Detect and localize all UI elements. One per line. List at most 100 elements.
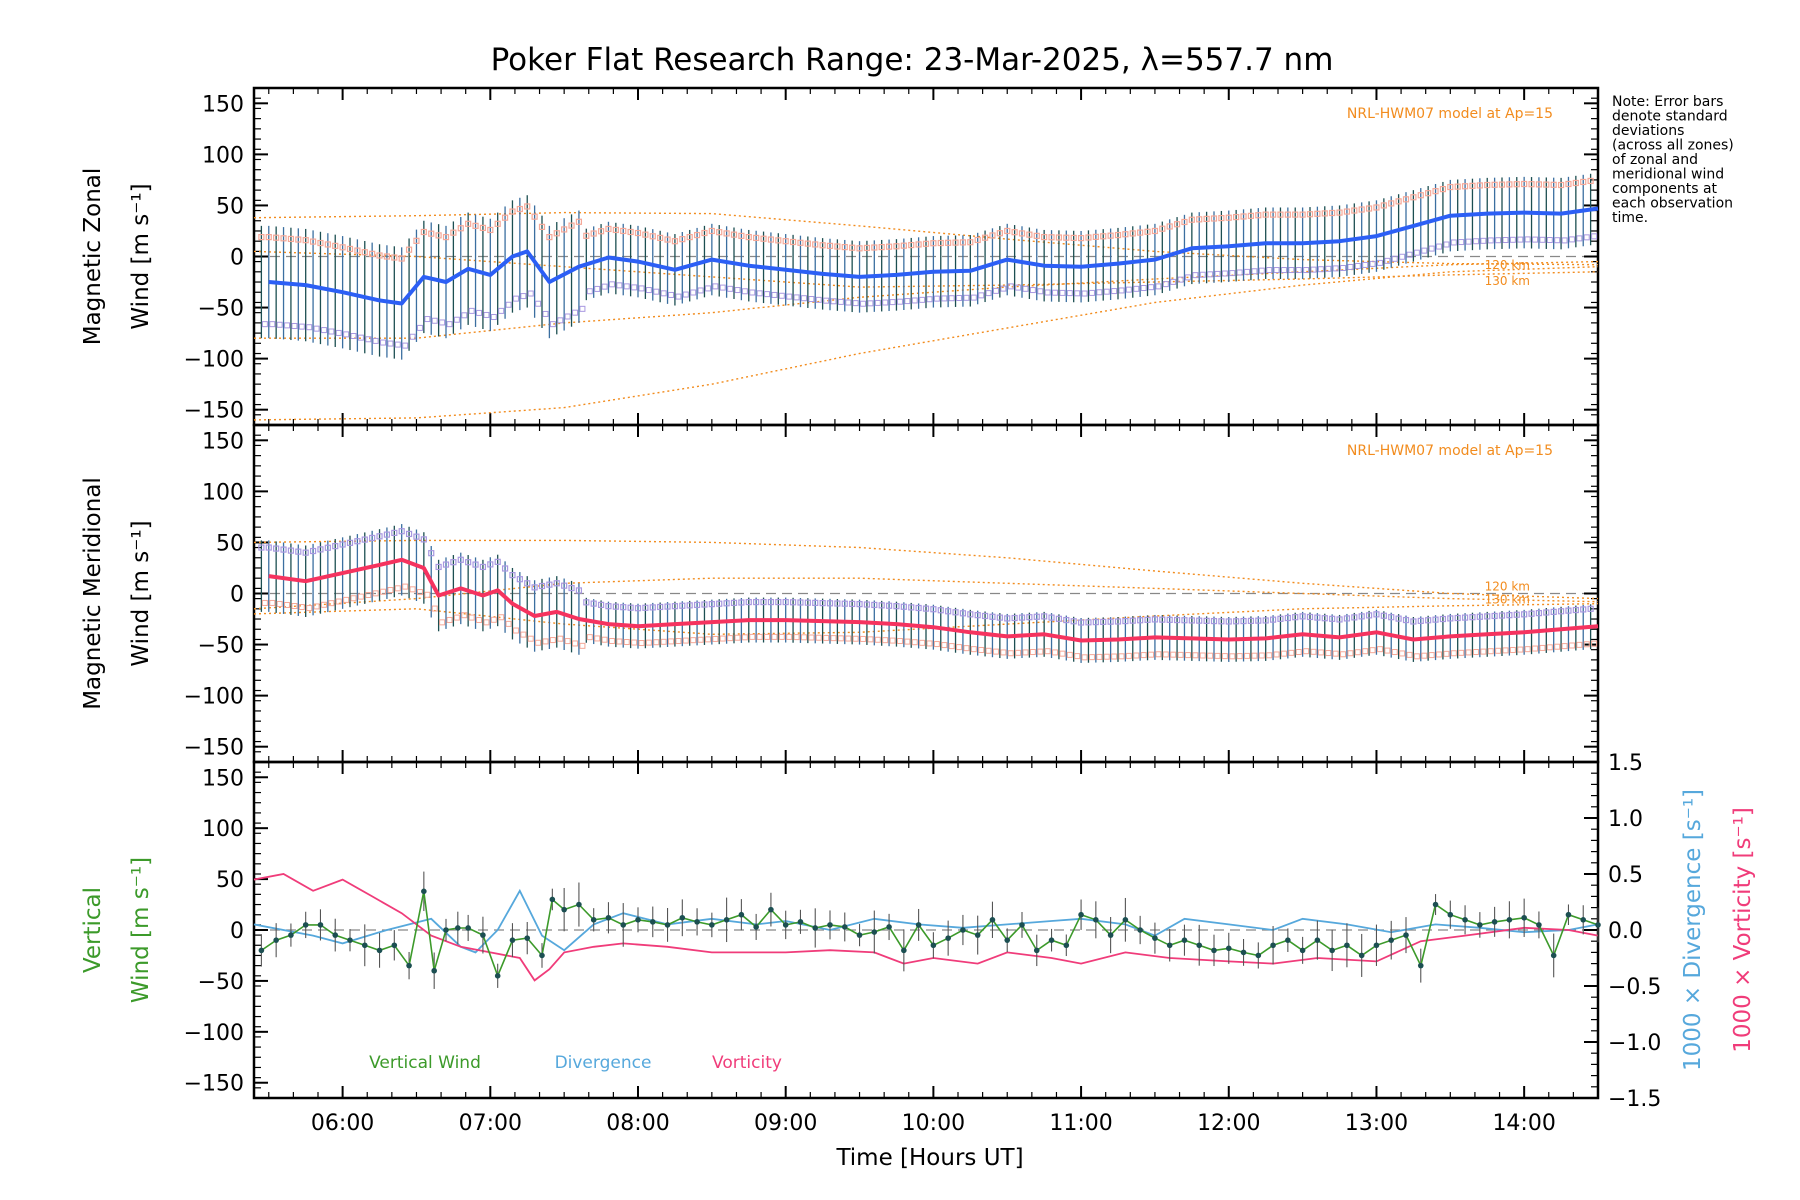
zone-marker <box>867 300 874 307</box>
right-y-tick-label: −0.5 <box>1608 975 1661 1000</box>
zone-marker <box>793 634 800 641</box>
zone-marker <box>1561 643 1568 650</box>
zone-marker <box>623 639 630 646</box>
vertical-wind-point <box>1122 917 1129 923</box>
zone-marker <box>1502 237 1509 244</box>
zone-marker <box>1402 196 1410 203</box>
zone-marker <box>1018 230 1026 237</box>
zone-marker <box>1528 610 1535 617</box>
vertical-wind-point <box>945 935 951 941</box>
zone-marker <box>594 285 601 292</box>
zone-marker <box>276 321 283 328</box>
vertical-wind-point <box>1152 935 1158 941</box>
zone-marker <box>261 599 268 606</box>
zone-marker <box>1325 650 1332 657</box>
zone-marker <box>745 598 752 606</box>
zone-marker <box>280 235 287 242</box>
zone-marker <box>487 561 494 568</box>
zone-marker <box>1251 652 1258 659</box>
zone-marker <box>893 603 900 610</box>
vertical-wind-point <box>1580 917 1587 923</box>
zone-marker <box>1376 646 1383 653</box>
zone-marker <box>631 639 638 646</box>
zone-marker <box>1406 251 1413 258</box>
zone-marker <box>380 588 387 595</box>
zone-marker <box>1568 642 1575 649</box>
vertical-wind-point <box>620 922 627 928</box>
note-line: of zonal and <box>1612 152 1698 168</box>
zone-marker <box>1432 188 1439 195</box>
zone-marker <box>1343 208 1351 215</box>
zone-marker <box>1251 268 1258 275</box>
zone-marker <box>1413 249 1420 256</box>
zone-marker <box>1557 181 1565 189</box>
zone-marker <box>845 635 852 642</box>
zone-marker <box>439 319 446 326</box>
zone-marker <box>1436 243 1443 250</box>
zone-marker <box>583 232 590 239</box>
zone-marker <box>1425 617 1432 624</box>
zone-marker <box>1236 653 1243 660</box>
zone-marker <box>896 298 903 305</box>
zone-marker <box>1159 616 1166 623</box>
zone-marker <box>1269 616 1277 623</box>
zone-marker <box>849 600 856 608</box>
zone-marker <box>789 599 797 606</box>
zone-marker <box>963 294 970 301</box>
zone-marker <box>900 603 907 610</box>
vertical-wind-point <box>1344 942 1350 949</box>
zone-marker <box>524 203 531 210</box>
zone-marker <box>1114 618 1122 625</box>
zone-marker <box>1543 609 1550 616</box>
zone-marker <box>1572 179 1579 187</box>
y-axis-label-line2: Wind [m s⁻¹] <box>128 857 154 1003</box>
zone-marker <box>1329 209 1336 217</box>
y-tick-label: −100 <box>184 1021 244 1046</box>
vertical-wind-point <box>1033 947 1040 954</box>
zone-marker <box>442 233 450 241</box>
vertical-wind-point <box>1314 937 1321 943</box>
zone-marker <box>653 288 660 295</box>
zone-marker <box>660 290 667 297</box>
zone-marker <box>431 317 438 324</box>
zone-marker <box>808 634 815 641</box>
vertical-wind-point <box>797 919 804 925</box>
zone-marker <box>1406 651 1413 658</box>
zone-marker <box>1373 204 1380 211</box>
y-axis-label-line2: Wind [m s⁻¹] <box>128 183 154 329</box>
zone-marker <box>1140 285 1147 292</box>
vertical-wind-point <box>679 914 686 921</box>
y-tick-label: 100 <box>202 143 244 168</box>
zone-marker <box>819 599 826 607</box>
vertical-wind-line <box>260 891 1599 979</box>
zone-marker <box>1417 617 1424 624</box>
zone-marker <box>320 327 327 334</box>
zone-marker <box>671 603 679 610</box>
zone-marker <box>594 635 601 642</box>
zone-marker <box>1343 615 1351 622</box>
zone-marker <box>590 230 597 237</box>
zone-marker <box>1207 271 1214 278</box>
zone-marker <box>439 619 446 626</box>
vertical-wind-point <box>465 925 471 931</box>
zone-marker <box>1011 614 1018 622</box>
zone-marker <box>1391 649 1398 656</box>
zone-marker <box>1229 270 1236 277</box>
zone-marker <box>812 599 819 606</box>
vertical-wind-point <box>524 935 531 941</box>
zone-marker <box>1255 212 1262 219</box>
zone-marker <box>472 222 479 229</box>
zone-marker <box>1280 267 1287 274</box>
zone-marker <box>450 559 457 566</box>
vertical-wind-point <box>1004 937 1011 943</box>
zone-marker <box>753 598 760 606</box>
zone-marker <box>1543 181 1550 188</box>
zone-marker <box>561 226 568 233</box>
zone-marker <box>1591 233 1598 240</box>
y-tick-label: 50 <box>216 531 244 556</box>
zonal-wind-line <box>268 206 1599 306</box>
zone-marker <box>357 593 364 600</box>
zone-marker <box>738 232 745 239</box>
zone-marker <box>1026 614 1033 621</box>
divergence-axis-label: 1000 × Divergence [s⁻¹] <box>1680 789 1706 1071</box>
